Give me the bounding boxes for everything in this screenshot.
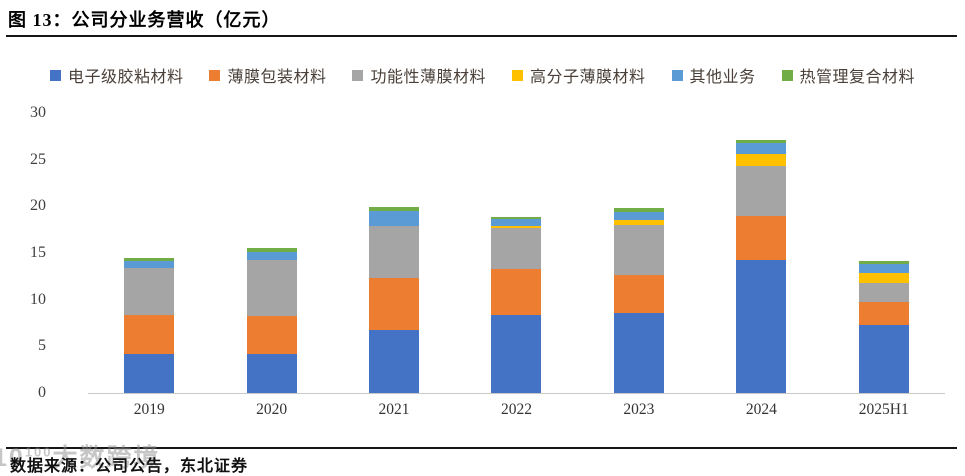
bar-segment	[369, 225, 420, 279]
bar-column	[210, 113, 332, 393]
legend-swatch-icon	[512, 69, 523, 81]
bar-segment	[246, 260, 297, 317]
bar-segment	[246, 248, 297, 252]
chart-legend: 电子级胶粘材料 薄膜包装材料 功能性薄膜材料 高分子薄膜材料 其他业务 热管理复合材料	[0, 63, 965, 87]
legend-item: 电子级胶粘材料	[49, 63, 184, 87]
bar-segment	[613, 312, 664, 393]
legend-swatch-icon	[352, 69, 364, 81]
legend-item-label: 功能性薄膜材料	[370, 69, 486, 86]
bar-column	[333, 113, 455, 393]
legend-item-label: 高分子薄膜材料	[530, 69, 646, 86]
legend-item: 热管理复合材料	[781, 63, 916, 87]
source-divider-line	[6, 447, 957, 449]
x-axis-label: 2025H1	[858, 401, 909, 418]
x-axis-label: 2020	[256, 401, 288, 418]
x-axis-label: 2019	[133, 401, 165, 418]
x-axis-label: 2023	[623, 401, 655, 418]
bar-segment	[736, 142, 787, 155]
y-axis: 0 5 10 15 20 25 30	[0, 104, 52, 401]
bar-column	[455, 113, 577, 393]
bar-column	[700, 113, 822, 393]
bar-segment	[124, 314, 175, 354]
bar-segment	[736, 215, 787, 260]
legend-item: 功能性薄膜材料	[352, 63, 486, 87]
watermark-superscript: 100	[24, 444, 53, 460]
title-divider-line	[6, 35, 957, 37]
y-axis-tick-label: 15	[30, 244, 46, 261]
bar-column	[88, 113, 210, 393]
bar-segment	[858, 272, 909, 283]
legend-item-label: 其他业务	[689, 69, 756, 86]
bar-segment	[858, 302, 909, 325]
source-note: 数据来源：公司公告，东北证券	[10, 458, 249, 475]
bar-segment	[858, 261, 909, 265]
bar-segment	[613, 220, 664, 226]
bar-segment	[613, 225, 664, 276]
bar-segment	[369, 211, 420, 226]
stacked-bar	[736, 140, 787, 393]
bar-column	[823, 113, 945, 393]
bar-segment	[858, 324, 909, 393]
bar-column	[578, 113, 700, 393]
watermark-name: 大数跨境	[52, 444, 161, 472]
legend-item-label: 电子级胶粘材料	[67, 69, 184, 86]
y-axis-tick-label: 30	[30, 104, 46, 121]
bar-segment	[736, 154, 787, 167]
y-axis-tick-label: 10	[30, 290, 46, 308]
plot-area	[88, 113, 945, 394]
y-axis-tick-label: 5	[38, 337, 46, 355]
bar-segment	[736, 166, 787, 216]
bar-segment	[491, 216, 542, 219]
x-axis-labels: 2019 2020 2021 2022 2023 2024 2025H1	[88, 401, 945, 419]
bar-columns	[88, 113, 945, 393]
stacked-bar	[124, 258, 175, 393]
bar-segment	[491, 227, 542, 269]
legend-swatch-icon	[49, 69, 61, 81]
bar-segment	[124, 260, 175, 268]
legend-swatch-icon	[781, 69, 793, 81]
bar-segment	[124, 267, 175, 315]
y-axis-tick-label: 25	[30, 150, 46, 168]
bar-segment	[369, 207, 420, 212]
legend-item: 其他业务	[671, 63, 756, 87]
stacked-bar	[369, 207, 420, 393]
bar-segment	[736, 259, 787, 393]
bar-segment	[369, 330, 420, 393]
x-axis-label: 2021	[378, 401, 410, 418]
legend-item-label: 薄膜包装材料	[227, 69, 327, 86]
bar-segment	[246, 353, 297, 393]
bar-segment	[246, 316, 297, 354]
bar-segment	[858, 282, 909, 303]
legend-item: 高分子薄膜材料	[512, 63, 646, 87]
bar-segment	[124, 353, 175, 393]
bar-segment	[124, 258, 175, 261]
bar-segment	[491, 268, 542, 315]
bar-segment	[369, 278, 420, 331]
bar-segment	[613, 211, 664, 221]
bar-segment	[613, 208, 664, 212]
stacked-bar	[613, 208, 664, 393]
bar-segment	[491, 225, 542, 228]
bar-segment	[491, 314, 542, 393]
stacked-bar	[246, 248, 297, 393]
legend-item-label: 热管理复合材料	[799, 69, 916, 86]
legend-swatch-icon	[209, 69, 221, 81]
stacked-bar	[491, 216, 542, 393]
legend-item: 薄膜包装材料	[209, 63, 326, 87]
y-axis-tick-label: 0	[38, 384, 46, 401]
x-axis-label: 2024	[745, 401, 777, 418]
y-axis-tick-label: 20	[30, 197, 46, 215]
bar-segment	[736, 140, 787, 143]
watermark-prefix: 10	[0, 444, 25, 472]
bar-segment	[491, 218, 542, 226]
bar-segment	[246, 251, 297, 261]
stacked-bar	[858, 261, 909, 393]
legend-swatch-icon	[671, 69, 683, 81]
x-axis-label: 2022	[500, 401, 532, 418]
bar-segment	[613, 275, 664, 313]
bar-segment	[858, 264, 909, 273]
figure-title: 图 13：公司分业务营收（亿元）	[8, 10, 281, 30]
